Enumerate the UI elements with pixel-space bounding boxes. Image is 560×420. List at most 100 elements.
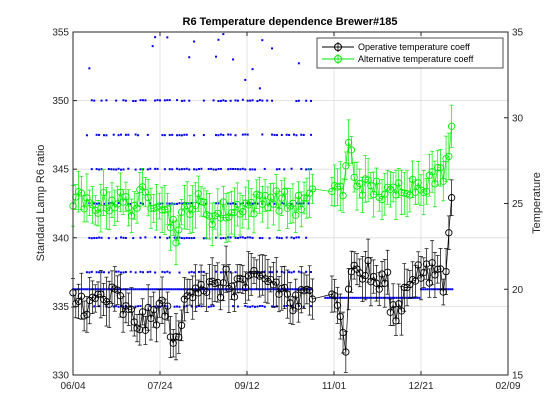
temperature-point (98, 236, 101, 239)
temperature-point (129, 202, 132, 205)
temperature-point (176, 305, 179, 308)
data-point (367, 182, 375, 190)
temperature-point (94, 288, 97, 291)
temperature-point (165, 288, 168, 291)
temperature-point (285, 236, 288, 239)
left-tick-label: 345 (52, 165, 69, 176)
temperature-point (241, 98, 244, 101)
temperature-point (85, 271, 88, 274)
temperature-point (159, 99, 161, 102)
data-point (420, 268, 428, 277)
temperature-point (227, 133, 230, 136)
temperature-point (345, 296, 348, 299)
data-point (239, 208, 247, 216)
data-point (442, 267, 450, 276)
temperature-point (112, 133, 115, 136)
data-point (422, 187, 431, 195)
temperature-point (101, 288, 104, 291)
temperature-point (212, 99, 215, 102)
temperature-point (246, 305, 249, 308)
data-point (175, 333, 183, 341)
temperature-point (234, 167, 237, 170)
data-point (200, 198, 208, 206)
temperature-point (266, 99, 269, 102)
data-point (422, 260, 431, 268)
temperature-point (132, 100, 135, 103)
temperature-point (234, 236, 237, 239)
temperature-point (290, 167, 293, 170)
x-axis-ticks: 06/04 07/24 09/12 11/01 12/21 02/09 (60, 32, 521, 392)
temperature-point (211, 288, 214, 291)
data-point (214, 278, 222, 287)
temperature-point (93, 202, 96, 205)
temperature-point (180, 134, 183, 137)
temperature-point (115, 237, 118, 240)
temperature-point (219, 133, 222, 136)
temperature-point (307, 288, 310, 291)
temperature-point (100, 236, 103, 239)
temperature-point (275, 168, 278, 171)
temperature-point (112, 305, 115, 308)
temperature-point (197, 270, 200, 273)
temperature-point (122, 236, 125, 239)
temperature-point (210, 305, 213, 308)
temperature-point (210, 167, 213, 170)
temperature-point (82, 288, 85, 291)
data-point (147, 204, 155, 212)
data-point (425, 279, 434, 287)
data-point (300, 194, 308, 202)
temperature-point (146, 133, 149, 136)
temperature-point (98, 133, 101, 136)
temperature-point (168, 99, 171, 102)
temperature-point (288, 271, 291, 274)
temperature-point (217, 100, 220, 103)
right-axis-label: Temperature (531, 172, 543, 234)
data-point (383, 268, 392, 276)
temperature-point (105, 134, 108, 137)
temperature-point (236, 288, 239, 291)
temperature-point (88, 67, 91, 70)
data-point (447, 194, 456, 202)
temperature-point (188, 237, 191, 240)
data-point (297, 205, 305, 214)
temperature-point (178, 305, 181, 308)
temperature-point (374, 296, 377, 299)
temperature-point (139, 236, 142, 239)
temperature-point (154, 236, 157, 239)
data-point (161, 312, 169, 320)
temperature-point (300, 167, 303, 170)
data-point (122, 193, 130, 201)
temperature-point (310, 99, 313, 102)
temperature-point (418, 296, 421, 299)
temperature-point (222, 99, 225, 102)
temperature-point (180, 237, 183, 240)
temperature-point (236, 305, 239, 308)
temperature-point (393, 296, 396, 299)
temperature-point (145, 288, 148, 291)
data-point (386, 308, 395, 316)
temperature-point (353, 296, 356, 299)
data-point (144, 193, 152, 202)
temperature-point (246, 99, 249, 102)
temperature-point (215, 270, 218, 273)
left-tick-label: 350 (52, 96, 69, 107)
data-point (275, 290, 283, 298)
data-point (172, 239, 180, 247)
data-point (158, 206, 166, 214)
temperature-point (173, 236, 176, 239)
temperature-point (434, 288, 437, 291)
temperature-point (301, 288, 304, 291)
temperature-point (424, 288, 427, 291)
temperature-point (302, 133, 305, 136)
temperature-point (142, 288, 145, 291)
legend-alternative-label: Alternative temperature coeff (358, 54, 474, 64)
temperature-point (256, 271, 259, 274)
temperature-point (256, 202, 259, 205)
temperature-point (163, 168, 166, 171)
temperature-point (149, 288, 152, 291)
temperature-point (195, 305, 198, 308)
temperature-point (127, 133, 130, 136)
temperature-point (232, 305, 235, 308)
temperature-point (161, 134, 164, 137)
temperature-point (120, 168, 123, 171)
